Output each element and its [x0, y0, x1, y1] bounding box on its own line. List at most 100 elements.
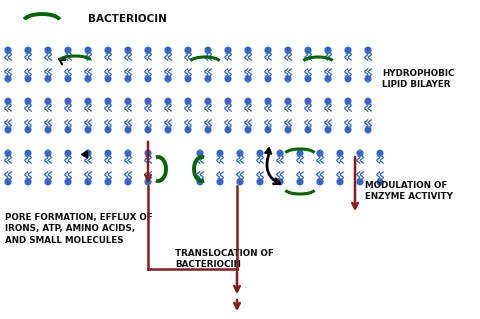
- Circle shape: [225, 76, 231, 82]
- Circle shape: [5, 76, 11, 82]
- Circle shape: [305, 127, 311, 133]
- Circle shape: [185, 127, 191, 133]
- Circle shape: [165, 76, 171, 82]
- Circle shape: [205, 127, 211, 133]
- Circle shape: [65, 179, 71, 185]
- Circle shape: [345, 127, 351, 133]
- Circle shape: [237, 150, 243, 156]
- Circle shape: [205, 76, 211, 82]
- Circle shape: [357, 150, 363, 156]
- Circle shape: [85, 150, 91, 156]
- Circle shape: [365, 76, 371, 82]
- Circle shape: [25, 179, 31, 185]
- Text: BACTERIOCIN: BACTERIOCIN: [88, 14, 167, 24]
- Circle shape: [125, 98, 131, 104]
- Circle shape: [25, 150, 31, 156]
- Text: PORE FORMATION, EFFLUX OF
IRONS, ATP, AMINO ACIDS,
AND SMALL MOLECULES: PORE FORMATION, EFFLUX OF IRONS, ATP, AM…: [5, 213, 153, 245]
- Circle shape: [345, 47, 351, 53]
- Circle shape: [365, 127, 371, 133]
- Circle shape: [197, 150, 203, 156]
- Circle shape: [297, 179, 303, 185]
- Circle shape: [225, 98, 231, 104]
- Text: HYDROPHOBIC
LIPID BILAYER: HYDROPHOBIC LIPID BILAYER: [382, 69, 455, 89]
- Circle shape: [45, 150, 51, 156]
- Circle shape: [245, 98, 251, 104]
- Circle shape: [265, 76, 271, 82]
- Circle shape: [185, 76, 191, 82]
- Circle shape: [125, 47, 131, 53]
- Circle shape: [305, 47, 311, 53]
- Circle shape: [5, 98, 11, 104]
- Circle shape: [285, 98, 291, 104]
- Circle shape: [265, 47, 271, 53]
- Circle shape: [65, 127, 71, 133]
- Circle shape: [305, 76, 311, 82]
- Circle shape: [85, 179, 91, 185]
- Circle shape: [105, 179, 111, 185]
- Circle shape: [65, 150, 71, 156]
- Circle shape: [185, 47, 191, 53]
- Circle shape: [365, 47, 371, 53]
- Circle shape: [225, 127, 231, 133]
- Circle shape: [297, 150, 303, 156]
- Circle shape: [277, 179, 283, 185]
- Circle shape: [145, 150, 151, 156]
- Circle shape: [105, 150, 111, 156]
- Circle shape: [337, 150, 343, 156]
- Circle shape: [5, 47, 11, 53]
- Circle shape: [285, 127, 291, 133]
- Circle shape: [105, 98, 111, 104]
- Circle shape: [285, 76, 291, 82]
- Circle shape: [365, 98, 371, 104]
- Circle shape: [245, 76, 251, 82]
- Circle shape: [257, 179, 263, 185]
- Circle shape: [45, 127, 51, 133]
- Circle shape: [65, 47, 71, 53]
- Circle shape: [225, 47, 231, 53]
- Circle shape: [125, 179, 131, 185]
- Circle shape: [45, 98, 51, 104]
- Circle shape: [205, 47, 211, 53]
- Circle shape: [245, 47, 251, 53]
- Circle shape: [265, 98, 271, 104]
- Circle shape: [25, 76, 31, 82]
- Circle shape: [237, 179, 243, 185]
- Circle shape: [337, 179, 343, 185]
- Text: TRANSLOCATION OF
BACTERIOCIN: TRANSLOCATION OF BACTERIOCIN: [175, 249, 274, 270]
- Circle shape: [65, 98, 71, 104]
- Circle shape: [25, 98, 31, 104]
- Circle shape: [105, 127, 111, 133]
- Circle shape: [305, 98, 311, 104]
- Circle shape: [217, 150, 223, 156]
- Circle shape: [105, 76, 111, 82]
- Circle shape: [257, 150, 263, 156]
- Circle shape: [345, 76, 351, 82]
- Text: MODULATION OF
ENZYME ACTIVITY: MODULATION OF ENZYME ACTIVITY: [365, 181, 453, 201]
- Circle shape: [377, 179, 383, 185]
- Circle shape: [125, 150, 131, 156]
- Circle shape: [377, 150, 383, 156]
- Circle shape: [357, 179, 363, 185]
- Circle shape: [197, 179, 203, 185]
- Circle shape: [325, 127, 331, 133]
- Circle shape: [165, 98, 171, 104]
- Circle shape: [45, 76, 51, 82]
- Circle shape: [145, 98, 151, 104]
- Circle shape: [277, 150, 283, 156]
- Circle shape: [145, 47, 151, 53]
- Circle shape: [5, 127, 11, 133]
- Circle shape: [217, 179, 223, 185]
- Circle shape: [85, 127, 91, 133]
- Circle shape: [145, 127, 151, 133]
- Circle shape: [85, 47, 91, 53]
- Circle shape: [317, 150, 323, 156]
- Circle shape: [85, 76, 91, 82]
- Circle shape: [345, 98, 351, 104]
- Circle shape: [325, 98, 331, 104]
- Circle shape: [245, 127, 251, 133]
- Circle shape: [25, 127, 31, 133]
- Circle shape: [145, 76, 151, 82]
- Circle shape: [125, 127, 131, 133]
- Circle shape: [325, 76, 331, 82]
- Circle shape: [165, 127, 171, 133]
